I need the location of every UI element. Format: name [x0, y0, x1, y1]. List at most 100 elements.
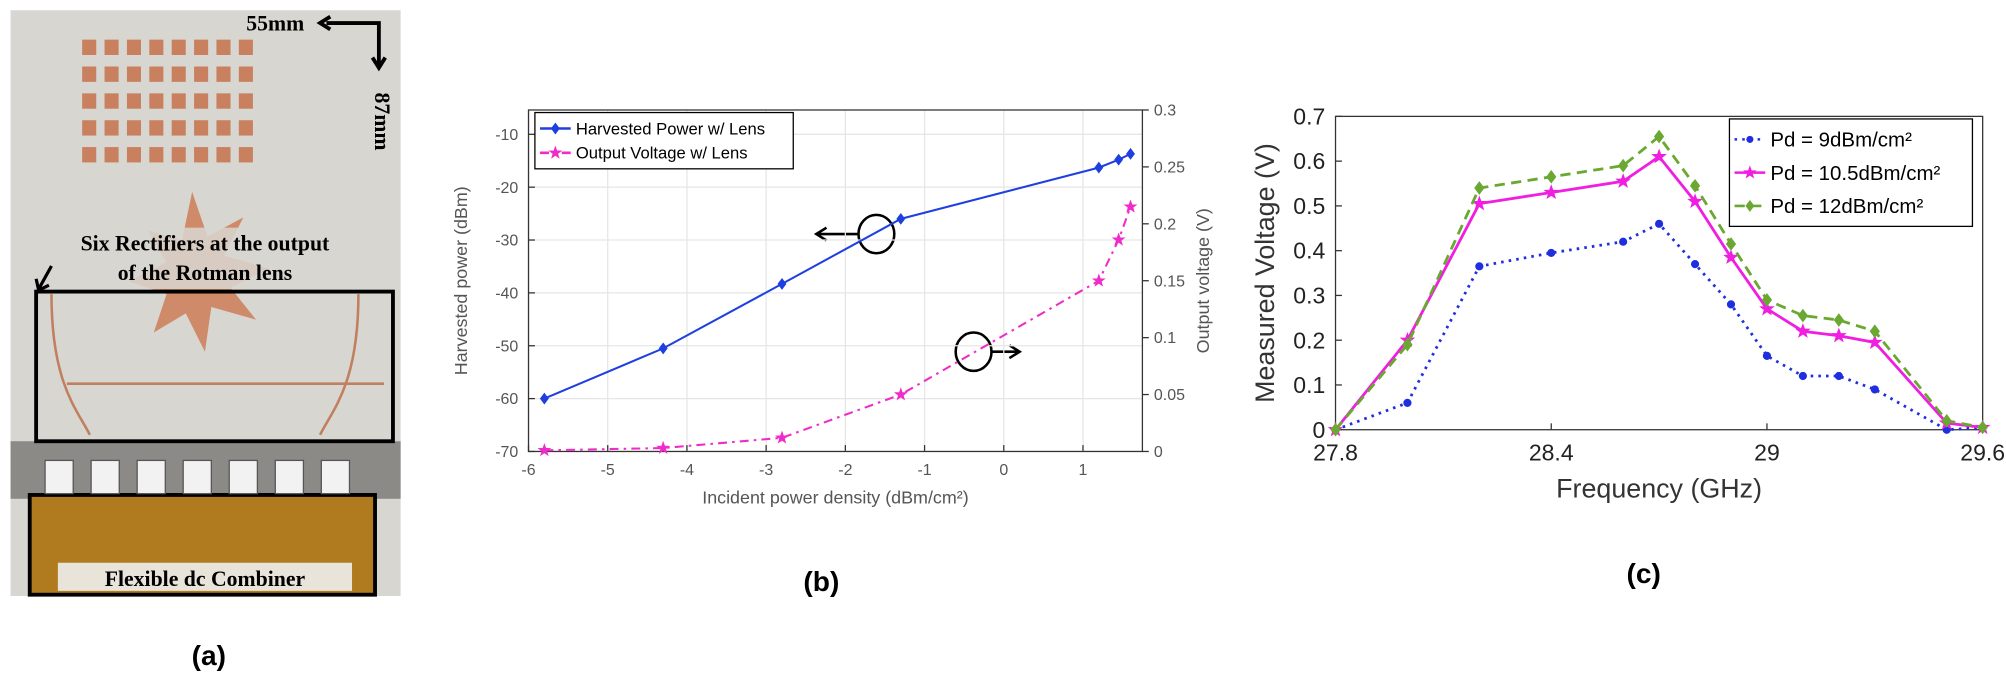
- antenna-patch: [238, 147, 253, 163]
- marker: [1094, 161, 1104, 174]
- legend-marker: [1745, 199, 1755, 212]
- annotations: [813, 213, 1023, 373]
- x-tick-label: -2: [838, 462, 852, 479]
- antenna-patch: [171, 120, 186, 136]
- rectifier-box: [34, 289, 395, 444]
- marker: [777, 277, 787, 290]
- antenna-patch: [126, 120, 141, 136]
- y2-tick-label: 0.15: [1154, 273, 1185, 290]
- antenna-patch: [104, 120, 119, 136]
- legend-label: Pd = 10.5dBm/cm²: [1770, 162, 1940, 185]
- antenna-patch: [82, 39, 97, 55]
- x-axis-label: Incident power density (dBm/cm²): [702, 487, 968, 507]
- marker: [1475, 262, 1484, 271]
- antenna-patch: [82, 147, 97, 163]
- x-tick-label: -5: [601, 462, 615, 479]
- y-tick-label: 0: [1312, 417, 1325, 443]
- y-tick-label: -30: [495, 233, 518, 250]
- marker: [1831, 327, 1847, 343]
- x-tick-label: 29.6: [1960, 439, 2005, 465]
- y2-tick-label: 0.25: [1154, 159, 1185, 176]
- marker: [1762, 351, 1772, 360]
- marker: [1798, 371, 1807, 381]
- marker: [1471, 195, 1488, 211]
- x-tick-label: -1: [917, 462, 931, 479]
- legend-label: Pd = 12dBm/cm²: [1770, 195, 1923, 218]
- series-line: [1334, 154, 1983, 431]
- legend-label: Output Voltage w/ Lens: [576, 144, 748, 163]
- antenna-patch: [216, 66, 231, 82]
- marker: [1866, 334, 1883, 350]
- x-tick-label: 0: [999, 462, 1008, 479]
- marker: [1543, 184, 1560, 200]
- connector: [44, 459, 74, 495]
- connector: [182, 459, 212, 495]
- series-line: [1335, 222, 1983, 432]
- marker: [1687, 193, 1703, 209]
- rectifier-note: of the Rotman lens: [118, 261, 292, 285]
- y-tick-label: 0.3: [1293, 282, 1325, 308]
- plot-frame: [527, 109, 1144, 453]
- marker: [1651, 148, 1667, 164]
- antenna-patch: [126, 39, 141, 55]
- x-tick-label: 29: [1754, 439, 1780, 465]
- note-bg: [18, 227, 397, 290]
- y-tick-label: -10: [495, 127, 518, 144]
- rectifier-note: Six Rectifiers at the output: [81, 232, 330, 256]
- antenna-patch: [194, 147, 209, 163]
- connector: [228, 459, 259, 495]
- y-tick-label: -20: [495, 180, 518, 197]
- antenna-patch: [104, 147, 119, 163]
- antenna-patch: [149, 93, 164, 109]
- traces: [50, 294, 384, 436]
- y-axis-label: Measured Voltage (V): [1250, 143, 1280, 403]
- caption: (b): [803, 566, 839, 597]
- connector: [320, 459, 351, 495]
- marker: [537, 443, 552, 457]
- antenna-patch: [126, 147, 141, 163]
- combiner-label: Flexible dc Combiner: [105, 567, 306, 591]
- photo: 55mm 87mm Six Rectifiers at the output o…: [10, 10, 401, 671]
- marker: [1402, 337, 1413, 352]
- y-tick-label: -60: [495, 391, 518, 408]
- marker: [1834, 371, 1843, 381]
- connector: [90, 459, 120, 495]
- marker: [1615, 173, 1631, 188]
- marker: [1726, 300, 1736, 309]
- y-tick-label: 0.2: [1293, 327, 1325, 353]
- marker: [1869, 324, 1880, 339]
- marker: [1977, 420, 1988, 435]
- y-tick-label: -50: [495, 338, 518, 355]
- marker: [1761, 293, 1773, 307]
- legend-marker: [550, 122, 560, 135]
- marker: [1330, 422, 1341, 437]
- marker: [1123, 199, 1138, 213]
- marker: [893, 387, 908, 401]
- series-line: [1334, 134, 1983, 431]
- x-tick-label: 1: [1079, 462, 1088, 479]
- marker: [1655, 219, 1664, 228]
- antenna-patch: [194, 120, 209, 136]
- marker: [1126, 147, 1135, 160]
- x-tick-label: 28.4: [1529, 439, 1574, 465]
- marker: [1547, 248, 1556, 258]
- marker: [1653, 129, 1665, 144]
- marker: [1114, 153, 1124, 166]
- antenna-patch: [82, 66, 97, 82]
- antenna-patch: [216, 120, 231, 136]
- antenna-patch: [104, 39, 119, 55]
- y-tick-label: 0.5: [1293, 193, 1325, 219]
- marker: [1618, 158, 1629, 173]
- connector: [274, 459, 305, 495]
- y-tick-label: 0.4: [1293, 238, 1325, 264]
- note-arrow: [34, 265, 53, 293]
- antenna-patch: [126, 93, 141, 109]
- combiner-label-bg: [57, 562, 353, 591]
- marker: [1111, 232, 1126, 246]
- marker: [896, 212, 906, 225]
- legend-marker: [1743, 165, 1757, 179]
- antenna-patch: [171, 93, 186, 109]
- connector: [136, 459, 166, 495]
- dimension-arrows: [316, 14, 387, 72]
